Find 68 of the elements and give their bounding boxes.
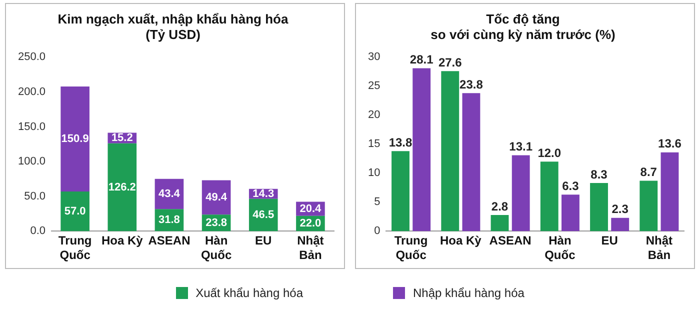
- y-tick-label: 250.0: [18, 51, 46, 64]
- x-tick-label: Hoa Kỳ: [101, 234, 144, 248]
- data-label: 6.3: [562, 178, 580, 193]
- bar: [60, 86, 90, 192]
- data-label: 31.8: [158, 214, 180, 226]
- x-tick-label: EU: [601, 234, 618, 248]
- data-label: 8.3: [590, 167, 608, 182]
- y-tick-label: 15: [368, 138, 380, 150]
- y-tick-label: 30: [368, 51, 380, 64]
- legend-label: Nhập khẩu hàng hóa: [412, 286, 524, 300]
- bar: [412, 68, 431, 232]
- x-tick-label: ASEAN: [489, 234, 532, 248]
- y-tick-label: 100.0: [18, 156, 46, 168]
- data-label: 46.5: [252, 209, 274, 222]
- x-tick-label: EU: [255, 234, 272, 248]
- data-label: 150.9: [61, 133, 89, 146]
- bar: [462, 93, 480, 232]
- data-label: 12.0: [538, 146, 562, 160]
- data-label: 28.1: [410, 52, 434, 67]
- data-label: 22.0: [300, 218, 322, 230]
- data-label: 15.2: [111, 132, 133, 144]
- legend-label: Xuất khẩu hàng hóa: [194, 286, 303, 300]
- y-tick-label: 200.0: [18, 86, 46, 98]
- x-tick-label: Hàn Quốc: [200, 234, 232, 262]
- chart-title: Kim ngạch xuất, nhập khẩu hàng hóa (Tỷ USD): [58, 11, 289, 42]
- x-tick-label: ASEAN: [148, 234, 190, 248]
- bar: [490, 214, 509, 232]
- data-label: 13.1: [509, 140, 533, 154]
- bar: [441, 71, 460, 232]
- data-label: 43.4: [158, 188, 181, 200]
- bar: [562, 194, 580, 232]
- data-label: 14.3: [252, 188, 274, 200]
- data-label: 8.7: [640, 165, 658, 180]
- y-tick-label: 20: [368, 109, 380, 122]
- data-label: 126.2: [108, 181, 136, 194]
- bar: [660, 152, 679, 232]
- x-tick-label: Hoa Kỳ: [440, 234, 482, 248]
- y-tick-label: 25: [368, 80, 380, 92]
- x-tick-label: Nhật Bản: [297, 234, 324, 262]
- data-label: 27.6: [438, 55, 462, 70]
- bar: [540, 162, 558, 232]
- bar: [60, 192, 90, 232]
- x-tick-label: Nhật Bản: [646, 234, 673, 262]
- data-label: 13.8: [388, 135, 413, 150]
- bar: [512, 155, 530, 232]
- y-tick-label: 50.0: [24, 190, 46, 202]
- x-tick-label: Trung Quốc: [394, 234, 428, 262]
- bar: [392, 151, 410, 232]
- y-tick-label: 0.0: [30, 225, 46, 238]
- y-tick-label: 0: [374, 225, 380, 238]
- bar: [611, 218, 630, 232]
- x-tick-label: Hàn Quốc: [544, 234, 576, 262]
- chart-title: Tốc độ tăng so với cùng kỳ năm trước (%): [430, 11, 616, 42]
- data-label: 23.8: [460, 77, 484, 92]
- data-label: 20.4: [300, 202, 322, 215]
- y-tick-label: 150.0: [18, 120, 46, 133]
- data-label: 13.6: [658, 136, 682, 151]
- data-label: 49.4: [206, 191, 228, 204]
- y-tick-label: 10: [368, 167, 380, 180]
- bar: [590, 183, 608, 232]
- x-tick-label: Trung Quốc: [58, 234, 92, 262]
- data-label: 57.0: [64, 205, 86, 218]
- data-label: 2.3: [612, 202, 629, 216]
- data-label: 2.8: [491, 199, 508, 214]
- data-label: 23.8: [206, 216, 228, 229]
- y-tick-label: 5: [374, 196, 380, 208]
- bar: [640, 180, 658, 232]
- bar: [108, 143, 137, 232]
